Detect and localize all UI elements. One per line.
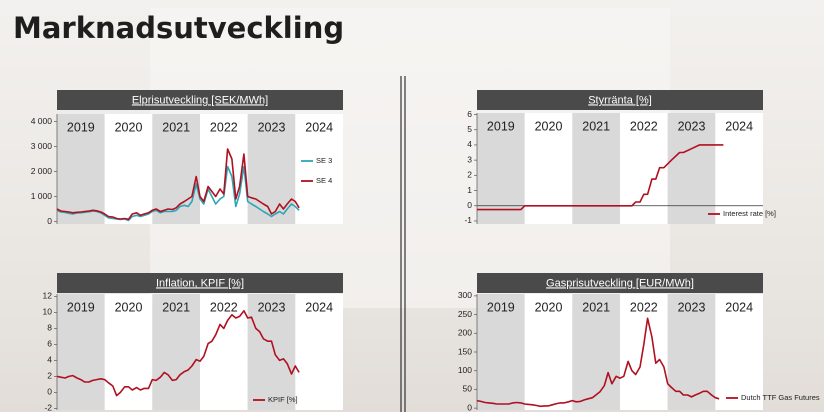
y-tick-label: 2 (47, 371, 52, 381)
y-tick-label: 4 000 (31, 116, 53, 126)
x-tick-label: 2023 (258, 120, 286, 134)
x-tick-label: 2022 (630, 119, 658, 133)
x-tick-label: 2023 (678, 300, 706, 314)
x-tick-label: 2024 (725, 300, 753, 314)
x-tick-label: 2021 (162, 300, 190, 314)
y-tick-label: 4 (47, 355, 52, 365)
year-band (200, 114, 248, 224)
y-tick-label: -1 (464, 215, 472, 225)
y-tick-label: 150 (458, 346, 472, 356)
x-tick-label: 2020 (535, 300, 563, 314)
chart-title: Inflation, KPIF [%] (156, 277, 244, 289)
x-tick-label: 2023 (258, 300, 286, 314)
y-tick-label: 8 (47, 323, 52, 333)
chart-header (57, 90, 343, 110)
x-tick-label: 2024 (725, 119, 753, 133)
y-tick-label: 300 (458, 290, 472, 300)
x-tick-label: 2024 (305, 300, 333, 314)
y-tick-label: 0 (47, 387, 52, 397)
x-tick-label: 2019 (67, 120, 95, 134)
year-band (57, 294, 105, 410)
x-tick-label: 2024 (305, 120, 333, 134)
data-line (56, 310, 300, 397)
y-tick-label: 50 (463, 384, 473, 394)
y-tick-label: 4 (467, 139, 472, 149)
y-tick-label: 5 (467, 124, 472, 134)
year-band (104, 114, 153, 224)
legend-label: KPIF [%] (268, 395, 298, 404)
chart-header (477, 90, 763, 110)
data-line (476, 317, 720, 408)
x-tick-label: 2021 (582, 300, 610, 314)
year-band (247, 294, 296, 410)
x-tick-label: 2023 (678, 119, 706, 133)
x-tick-label: 2022 (210, 300, 238, 314)
data-line (477, 144, 724, 211)
x-tick-label: 2019 (487, 119, 515, 133)
x-tick-label: 2020 (535, 119, 563, 133)
y-tick-label: 2 (467, 170, 472, 180)
year-band (152, 114, 200, 224)
x-tick-label: 2021 (582, 119, 610, 133)
year-band (200, 294, 248, 410)
year-band (104, 294, 153, 410)
y-tick-label: 3 (467, 154, 472, 164)
y-tick-label: 0 (467, 200, 472, 210)
legend-label: Interest rate [%] (723, 209, 776, 218)
y-tick-label: 3 000 (31, 141, 53, 151)
y-tick-label: -2 (44, 403, 52, 412)
data-line (56, 148, 300, 221)
year-band (524, 294, 573, 410)
x-tick-label: 2021 (162, 120, 190, 134)
x-tick-label: 2020 (115, 120, 143, 134)
y-tick-label: 200 (458, 328, 472, 338)
y-tick-label: 2 000 (31, 166, 53, 176)
year-band (620, 294, 668, 410)
legend-label: SE 3 (316, 156, 332, 165)
y-tick-label: 100 (458, 365, 472, 375)
year-band (477, 294, 525, 410)
y-tick-label: 10 (43, 307, 53, 317)
year-band (295, 294, 343, 410)
legend-label: SE 4 (316, 176, 332, 185)
chart-title: Elprisutveckling [SEK/MWh] (132, 94, 268, 106)
y-tick-label: 0 (47, 216, 52, 226)
legend-label: Dutch TTF Gas Futures (741, 393, 820, 402)
x-tick-label: 2022 (210, 120, 238, 134)
year-band (152, 294, 200, 410)
y-tick-label: 1 000 (31, 191, 53, 201)
year-band (295, 114, 343, 224)
chart-header (57, 273, 343, 293)
year-band (715, 294, 763, 410)
y-tick-label: 6 (47, 339, 52, 349)
chart-header (477, 273, 763, 293)
year-band (572, 294, 620, 410)
x-tick-label: 2019 (67, 300, 95, 314)
chart-title: Styrränta [%] (588, 94, 652, 106)
chart-title: Gasprisutveckling [EUR/MWh] (546, 277, 694, 289)
page-title: Marknadsutveckling (13, 11, 344, 45)
x-tick-label: 2020 (115, 300, 143, 314)
y-tick-label: 250 (458, 309, 472, 319)
year-band (57, 114, 105, 224)
y-tick-label: 0 (467, 402, 472, 412)
x-tick-label: 2022 (630, 300, 658, 314)
y-tick-label: 12 (43, 291, 53, 301)
x-tick-label: 2019 (487, 300, 515, 314)
y-tick-label: 6 (467, 109, 472, 119)
y-tick-label: 1 (467, 185, 472, 195)
